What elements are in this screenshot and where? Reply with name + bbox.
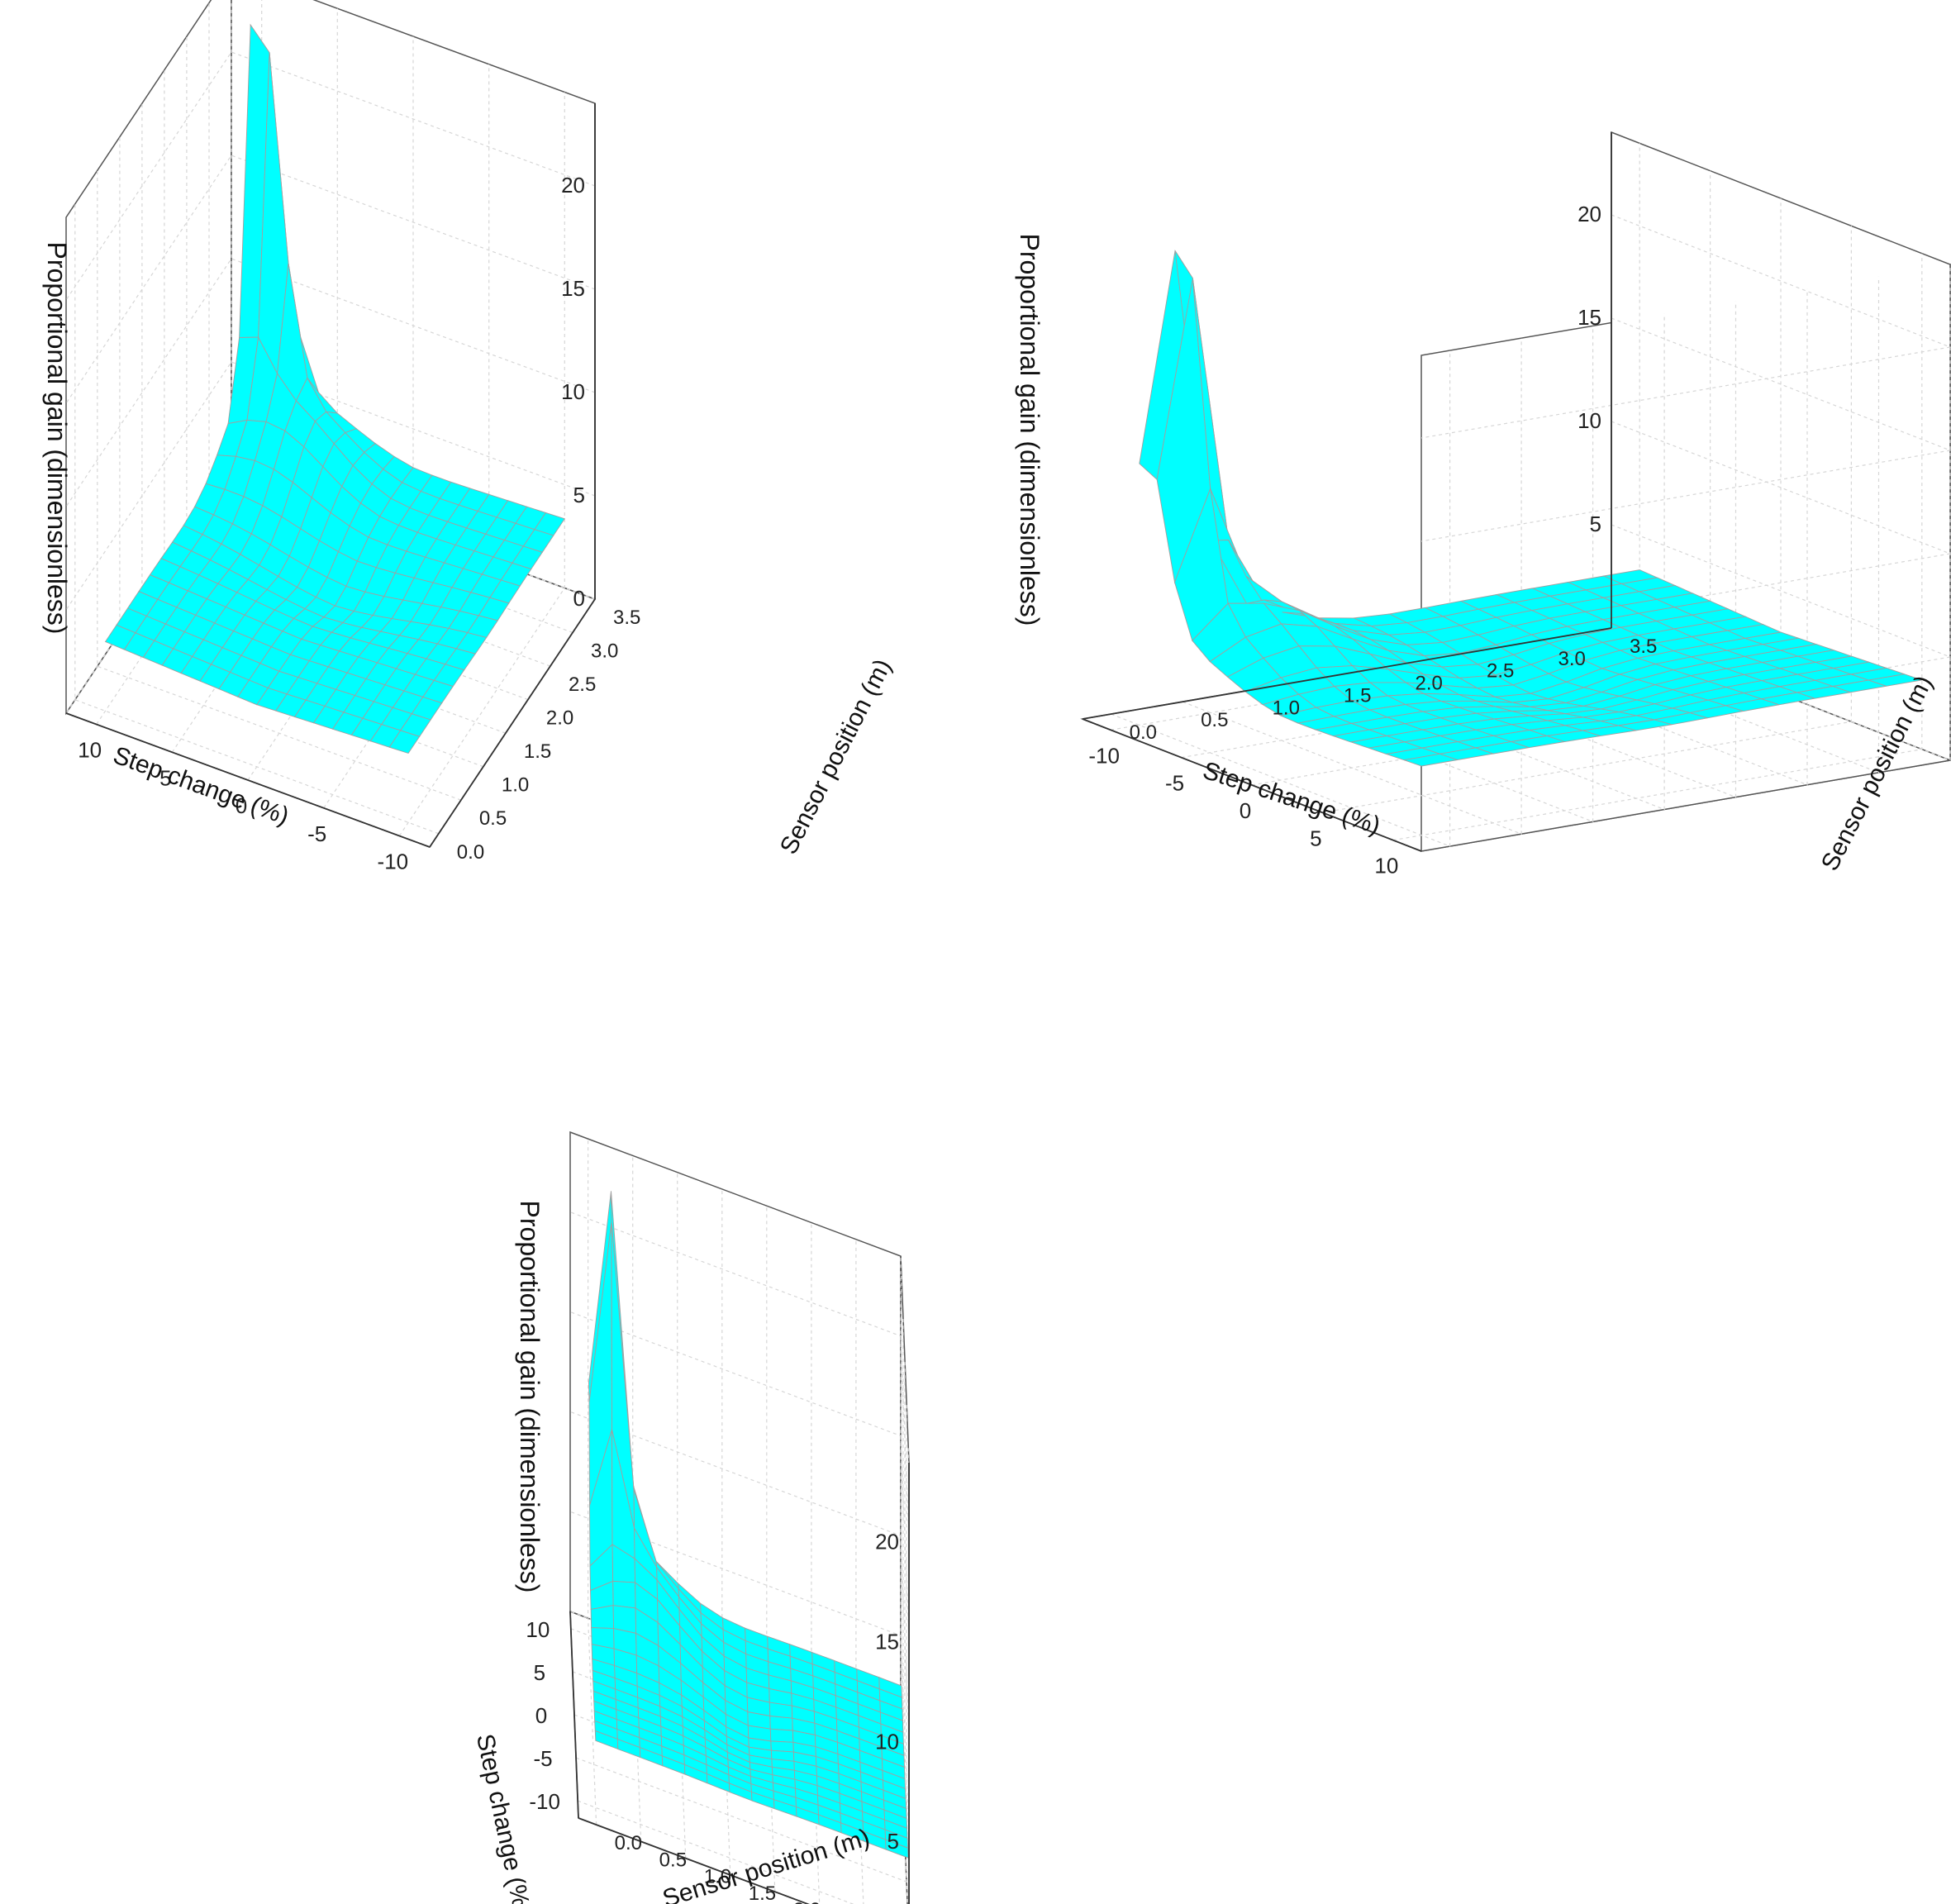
- gridline-z: [569, 1311, 910, 1643]
- x-tick-label: 0: [535, 1703, 547, 1728]
- z-tick-label: 20: [875, 1530, 899, 1554]
- z-tick-label: 10: [561, 379, 585, 404]
- gridline-x: [1322, 226, 1853, 813]
- z-tick-label: 15: [1577, 305, 1601, 330]
- x-tick-label: 5: [159, 765, 171, 790]
- x-tick-label: -5: [307, 821, 326, 846]
- y-axis-line: [429, 598, 596, 848]
- x-tick-label: -10: [378, 850, 409, 874]
- x-tick-label: -5: [1165, 771, 1184, 796]
- x-axis-line: [65, 712, 431, 848]
- y-tick-label: 1.0: [502, 774, 529, 797]
- y-axis-title: Sensor position (m): [775, 654, 897, 859]
- gridline-y: [1111, 350, 1451, 847]
- surface-patch: [769, 1716, 793, 1731]
- y-tick-label: 0.5: [1201, 709, 1228, 731]
- y-tick-label: 2.0: [1416, 673, 1443, 695]
- surface: [1139, 250, 1922, 767]
- y-tick-label: 2.0: [793, 1899, 821, 1904]
- y-tick-label: 3.5: [1630, 635, 1657, 658]
- x-tick-label: 5: [1310, 826, 1321, 850]
- x-tick-label: 5: [534, 1660, 545, 1685]
- surface-plot-bottom-svg: -10-505100.00.51.01.52.02.53.03.50510152…: [471, 1130, 910, 1904]
- y-tick-label: 1.0: [1273, 697, 1300, 719]
- z-tick-label: 15: [875, 1630, 899, 1654]
- y-tick-label: 1.0: [704, 1866, 731, 1888]
- surface-plot-top-right-svg: 10 5 0 -5 -10 0.0 0.5 1.0 1.5 2.0 2.5 3.0 3.5 5 10 15 20…: [1015, 131, 1951, 878]
- x-axis-title: Step change (%): [471, 1731, 536, 1904]
- z-axis-title: Proportional gain (dimensionless): [1015, 234, 1044, 626]
- y-tick-label: 3.5: [613, 607, 640, 629]
- gridline-y: [588, 1139, 597, 1825]
- surface-plot-top-right: 10 5 0 -5 -10 0.0 0.5 1.0 1.5 2.0 2.5 3.0 3.5 5 10 15 20…: [975, 0, 1951, 901]
- y-tick-label: 0.0: [457, 841, 484, 864]
- surface-patch: [769, 1728, 794, 1743]
- surface: [104, 23, 566, 754]
- gridline-z: [569, 1211, 910, 1543]
- y-axis-line: [578, 1817, 810, 1904]
- x-tick-label: 10: [78, 738, 102, 763]
- x-axis-line: [1082, 718, 1422, 852]
- tick-labels: -10-505100.00.51.01.52.02.53.03.50510152…: [526, 1530, 899, 1904]
- x-axis-line: [569, 1611, 579, 1819]
- tick-labels: -10 -5 0 5 10 0.0 0.5 1.0 1.5 2.0 2.5 3.0 3.5 0 5 10 15 2…: [78, 173, 640, 874]
- z-tick-label: 5: [887, 1829, 899, 1854]
- y-axis-line: [1082, 627, 1612, 720]
- y-tick-label: 3.0: [1558, 648, 1586, 670]
- z-tick-label: 5: [573, 483, 585, 507]
- x-tick-label: 10: [1374, 854, 1398, 878]
- z-axis-title: Proportional gain (dimensionless): [515, 1201, 545, 1593]
- surface-plot-top-left: -10 -5 0 5 10 0.0 0.5 1.0 1.5 2.0 2.5 3.0 3.5 0 5 10 15 2…: [0, 0, 975, 901]
- y-tick-label: 2.0: [546, 707, 573, 730]
- z-tick-label: 20: [1577, 202, 1601, 226]
- x-tick-label: -10: [1088, 743, 1120, 768]
- z-tick-label: 0: [573, 586, 585, 611]
- z-tick-label: 5: [1590, 512, 1601, 536]
- gridline-y: [1182, 338, 1522, 835]
- surface-patch: [885, 1839, 909, 1859]
- x-tick-label: 0: [1240, 798, 1251, 823]
- gridline-z: [1420, 317, 1951, 542]
- x-tick-label: 10: [526, 1617, 550, 1642]
- surface-patch: [1403, 753, 1458, 767]
- y-tick-label: 0.0: [615, 1832, 642, 1854]
- x-tick-label: 0: [236, 793, 247, 818]
- x-tick-label: -10: [529, 1789, 560, 1814]
- gridline-z: [569, 1511, 910, 1843]
- y-tick-label: 2.5: [1487, 660, 1514, 683]
- surface-plot-bottom: -10-505100.00.51.01.52.02.53.03.50510152…: [463, 901, 1487, 1904]
- z-tick-label: 20: [561, 173, 585, 198]
- gridline-x: [398, 92, 565, 836]
- y-tick-label: 1.5: [524, 740, 551, 763]
- y-tick-label: 1.5: [1344, 684, 1371, 707]
- y-tick-label: 1.5: [749, 1883, 776, 1904]
- axes: [65, 103, 596, 848]
- gridline-z: [1420, 214, 1951, 439]
- surface-patch: [388, 730, 421, 754]
- z-tick-label: 15: [561, 276, 585, 301]
- y-tick-label: 3.0: [591, 640, 618, 663]
- surface-plot-top-left-svg: -10 -5 0 5 10 0.0 0.5 1.0 1.5 2.0 2.5 3.0 3.5 0 5 10 15 2…: [42, 0, 897, 874]
- surface-patch: [612, 1580, 636, 1609]
- gridline-z: [569, 1411, 910, 1743]
- surface: [588, 1191, 909, 1859]
- z-tick-label: 10: [1577, 408, 1601, 433]
- surface-patch: [590, 1605, 615, 1630]
- z-axis-title: Proportional gain (dimensionless): [42, 242, 72, 635]
- z-tick-label: 10: [875, 1729, 899, 1754]
- tick-labels: 10 5 0 -5 -10 0.0 0.5 1.0 1.5 2.0 2.5 3.0 3.5 5 10 15 20: [1088, 202, 1657, 878]
- y-tick-label: 0.5: [479, 807, 507, 830]
- y-tick-label: 0.5: [659, 1849, 687, 1871]
- y-tick-label: 0.0: [1130, 721, 1157, 744]
- axes: [569, 1463, 910, 1904]
- x-tick-label: -5: [534, 1746, 553, 1771]
- y-tick-label: 2.5: [569, 674, 596, 696]
- axes: [1082, 132, 1612, 852]
